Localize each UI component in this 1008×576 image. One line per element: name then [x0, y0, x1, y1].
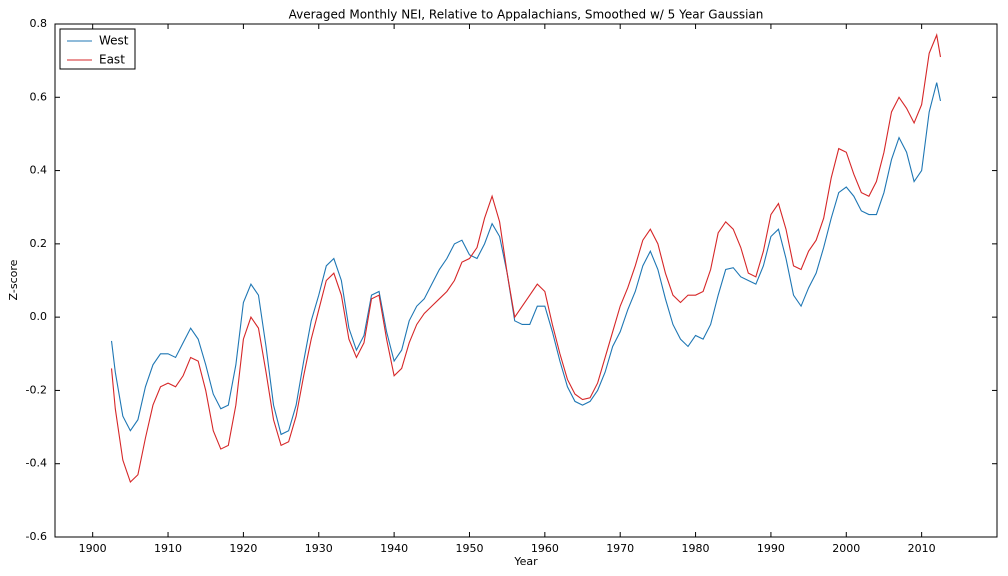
y-tick-label: -0.2: [26, 383, 47, 396]
y-tick-label: 0.2: [30, 237, 48, 250]
chart-title: Averaged Monthly NEI, Relative to Appala…: [289, 8, 764, 22]
y-tick-label: -0.4: [26, 457, 47, 470]
x-tick-label: 1970: [606, 542, 634, 555]
y-tick-label: 0.6: [30, 90, 48, 103]
x-axis-label: Year: [513, 555, 538, 568]
legend-box: [59, 28, 136, 70]
legend-label: West: [99, 34, 129, 48]
x-tick-label: 1930: [305, 542, 333, 555]
y-tick-label: 0.8: [30, 17, 48, 30]
x-tick-label: 1960: [531, 542, 559, 555]
x-tick-label: 1920: [229, 542, 257, 555]
y-tick-label: -0.6: [26, 530, 47, 543]
x-tick-label: 1910: [154, 542, 182, 555]
y-tick-label: 0.0: [30, 310, 48, 323]
plot-frame: [54, 23, 998, 538]
series-line: [110, 33, 942, 484]
x-tick-label: 1940: [380, 542, 408, 555]
x-tick-label: 2010: [908, 542, 936, 555]
legend-label: East: [99, 53, 125, 67]
x-tick-label: 1950: [455, 542, 483, 555]
y-tick-label: 0.4: [30, 164, 48, 177]
x-tick-label: 1990: [757, 542, 785, 555]
x-tick-label: 1900: [79, 542, 107, 555]
x-tick-label: 1980: [682, 542, 710, 555]
y-axis-label: Z-score: [7, 259, 20, 300]
series-line: [110, 82, 942, 436]
x-tick-label: 2000: [832, 542, 860, 555]
